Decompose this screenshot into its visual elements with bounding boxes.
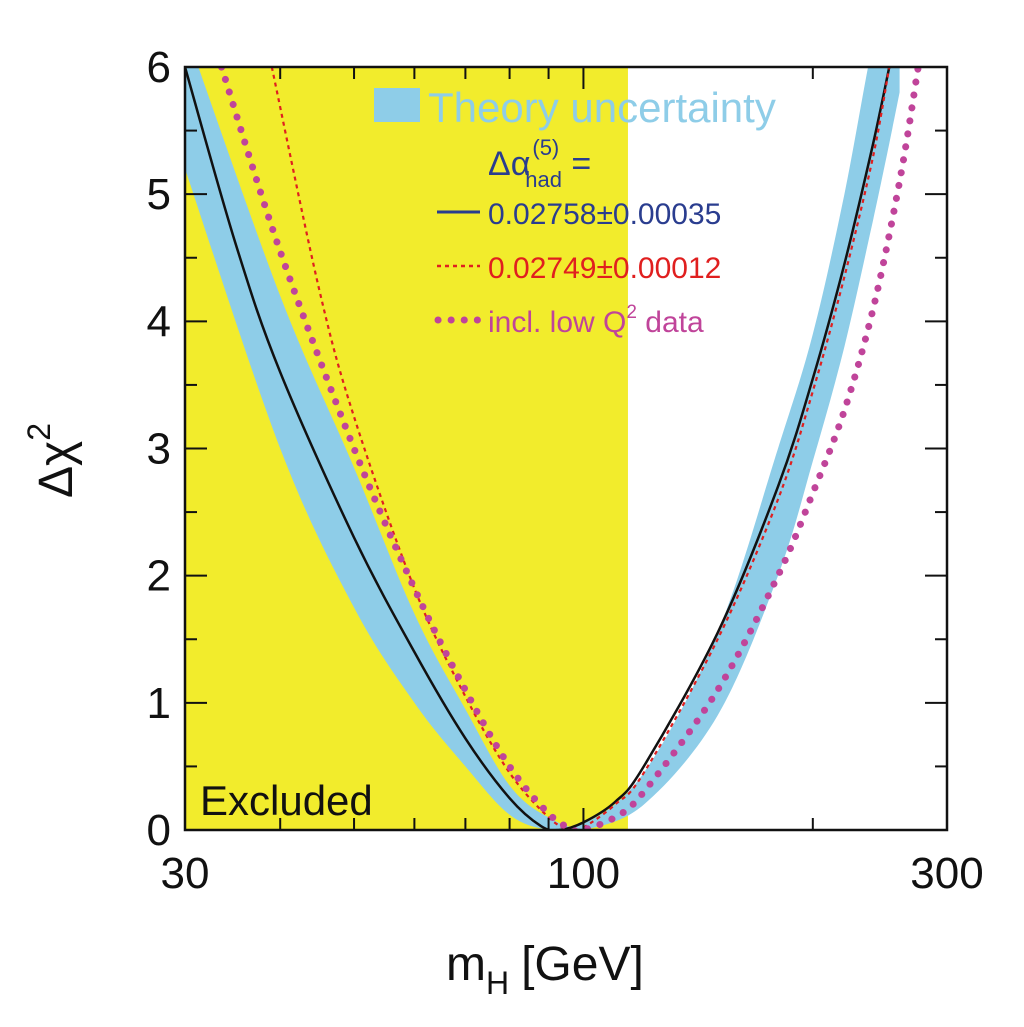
y-tick-label: 0 [147, 806, 171, 855]
legend-band-swatch [374, 88, 420, 122]
x-axis-label-main: m [446, 938, 486, 991]
y-tick-label: 6 [147, 43, 171, 92]
y-axis-label-sup: 2 [21, 423, 57, 441]
excluded-label: Excluded [200, 777, 373, 824]
legend-entry-3-sup: 2 [626, 302, 637, 323]
legend-header-suffix: = [562, 145, 591, 183]
x-axis-label-unit: [GeV] [521, 938, 644, 991]
legend-header: Δα(5) had = [488, 135, 591, 192]
y-tick-label: 2 [147, 552, 171, 601]
legend-entry-2-label: 0.02749±0.00012 [488, 252, 721, 285]
legend-entry-1-label: 0.02758±0.00035 [488, 198, 721, 231]
y-tick-label: 3 [147, 425, 171, 474]
legend-entry-3-label: incl. low Q2 data [488, 302, 704, 339]
ticks-layer: 0 1 2 3 4 5 6 30 100 300 [147, 43, 984, 898]
x-tick-label: 100 [547, 849, 620, 898]
y-tick-label: 5 [147, 170, 171, 219]
legend-band-label: Theory uncertainty [428, 84, 776, 131]
y-axis-label-main: Δχ [30, 441, 83, 498]
x-tick-label: 30 [161, 849, 210, 898]
legend-header-sup: (5) [532, 135, 559, 160]
legend-header-sub: had [525, 167, 562, 192]
x-tick-label: 300 [910, 849, 983, 898]
theory-uncertainty-band [185, 67, 900, 830]
x-axis-label: mH [GeV] [446, 938, 644, 1001]
y-tick-label: 4 [147, 297, 171, 346]
legend-header-main: Δα [488, 145, 530, 183]
legend: Theory uncertainty Δα(5) had = 0.02758±0.… [374, 84, 776, 339]
legend-entry-3-suffix: data [637, 306, 704, 339]
y-axis-label: Δχ2 [21, 423, 83, 498]
x-axis-label-sub: H [486, 965, 509, 1001]
legend-entry-3-main: incl. low Q [488, 306, 626, 339]
y-tick-label: 1 [147, 679, 171, 728]
